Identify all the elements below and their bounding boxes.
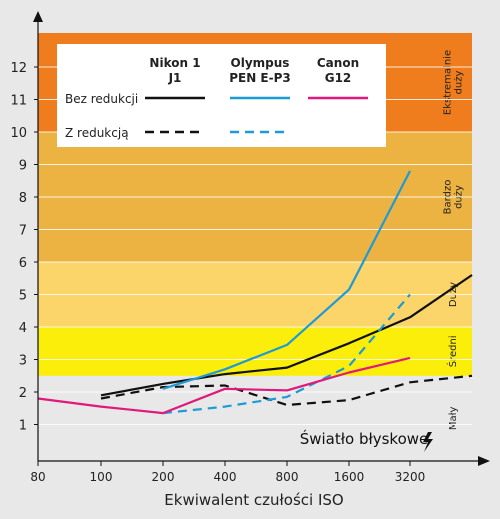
x-tick-label: 200 xyxy=(152,470,175,484)
legend-row-label: Z redukcją xyxy=(65,126,129,140)
legend-column-title: Nikon 1 xyxy=(149,56,200,70)
x-tick-label: 3200 xyxy=(395,470,426,484)
x-tick-label: 100 xyxy=(90,470,113,484)
x-tick-label: 800 xyxy=(276,470,299,484)
legend: Bez redukcji Z redukcją Nikon 1J1 OlympusPE… xyxy=(57,44,386,147)
x-tick-label: 1600 xyxy=(334,470,365,484)
legend-column-title: G12 xyxy=(325,71,352,85)
lightning-icon xyxy=(423,432,433,452)
y-tick-label: 1 xyxy=(19,419,27,434)
y-tick-label: 5 xyxy=(19,289,27,304)
band-label-word: Średni xyxy=(446,335,459,367)
legend-column-title: Canon xyxy=(317,56,359,70)
legend-column-title: Olympus xyxy=(231,56,290,70)
axes xyxy=(33,11,490,466)
series-lines xyxy=(37,170,473,415)
series-line-2 xyxy=(162,170,411,390)
y-tick-label: 2 xyxy=(19,386,27,401)
flash-annotation: Światło błyskowe xyxy=(300,429,433,452)
series-line-0 xyxy=(100,274,473,397)
y-tick-label: 9 xyxy=(19,159,27,174)
legend-column-title: J1 xyxy=(168,71,182,85)
y-tick-label: 8 xyxy=(19,191,27,206)
y-tick-label: 10 xyxy=(10,126,27,141)
y-tick-label: 12 xyxy=(10,61,27,76)
x-tick-label: 80 xyxy=(30,470,45,484)
band-label-1: Średni xyxy=(446,335,459,367)
legend-box xyxy=(57,44,386,147)
legend-column-title: PEN E-P3 xyxy=(229,71,291,85)
y-tick-label: 3 xyxy=(19,354,27,369)
band-label-word: Mały xyxy=(448,407,459,431)
y-axis-arrow xyxy=(33,11,43,22)
y-tick-label: 11 xyxy=(10,94,27,109)
x-tick-label: 400 xyxy=(214,470,237,484)
series-line-4 xyxy=(37,356,411,415)
y-tick-label: 7 xyxy=(19,224,27,239)
legend-row-label: Bez redukcji xyxy=(65,92,138,106)
band-label-word: duży xyxy=(454,70,465,94)
x-axis-arrow xyxy=(478,456,490,466)
flash-label: Światło błyskowe xyxy=(300,429,429,448)
band-label-4: Ekstremalnie duży xyxy=(443,50,465,115)
band-label-0: Mały xyxy=(448,407,459,431)
x-axis-label: Ekwiwalent czułości ISO xyxy=(164,491,343,509)
y-tick-label: 6 xyxy=(19,256,27,271)
band-1 xyxy=(38,327,472,376)
series-line-3 xyxy=(162,293,411,415)
band-label-word: Ekstremalnie xyxy=(443,50,454,115)
y-tick-label: 4 xyxy=(19,321,27,336)
series-line-1 xyxy=(100,374,473,407)
